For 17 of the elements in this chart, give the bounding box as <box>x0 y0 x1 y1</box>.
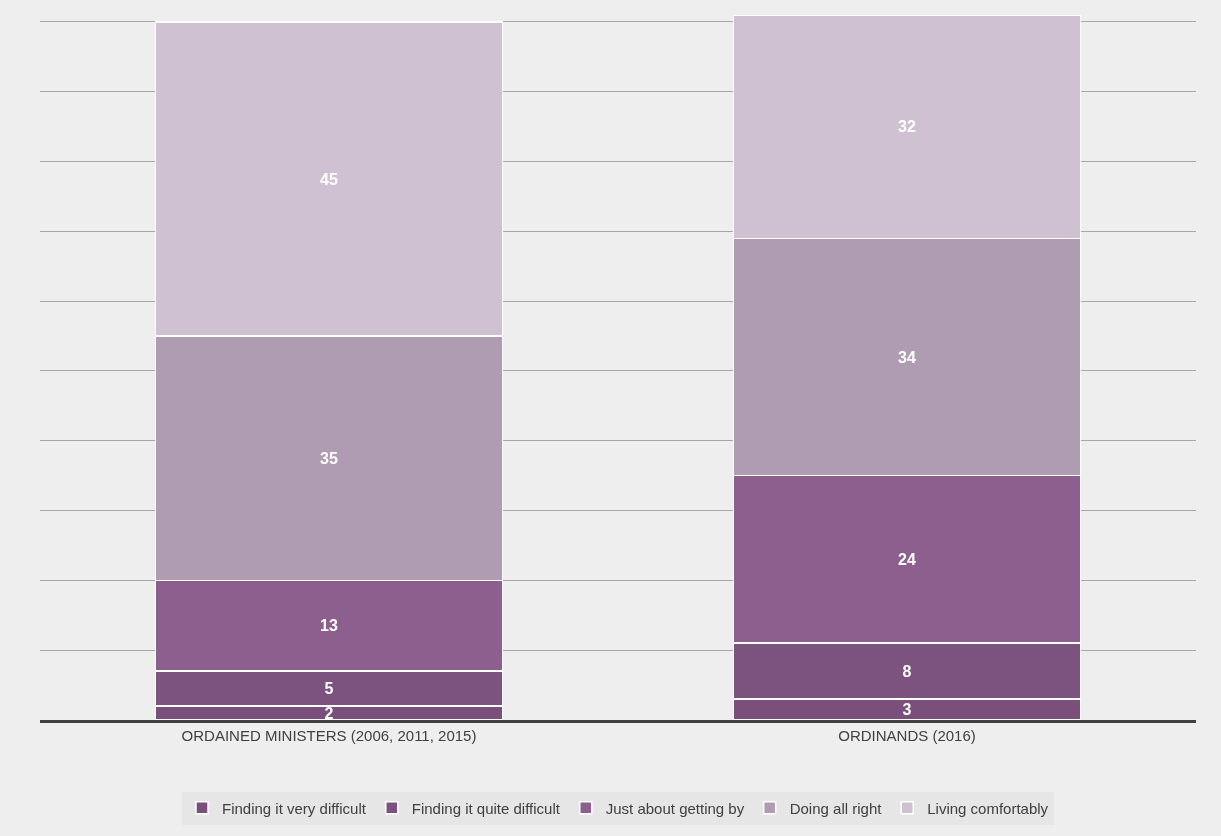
x-tick-label: ORDAINED MINISTERS (2006, 2011, 2015) <box>181 727 477 744</box>
data-label: 8 <box>902 662 912 680</box>
legend-label: Finding it quite difficult <box>411 799 561 817</box>
data-label: 13 <box>320 617 338 635</box>
x-tick-label: ORDINANDS (2016) <box>838 727 976 744</box>
data-label: 35 <box>320 449 338 467</box>
legend-label: Finding it very difficult <box>222 799 367 817</box>
legend-label: Doing all right <box>789 799 883 817</box>
data-label: 5 <box>324 680 334 698</box>
data-label: 45 <box>320 170 338 188</box>
data-label: 32 <box>898 118 916 136</box>
legend-label: Just about getting by <box>605 799 745 817</box>
data-label: 3 <box>902 701 912 719</box>
legend-label: Living comfortably <box>927 799 1049 817</box>
data-label: 24 <box>898 550 916 568</box>
data-label: 34 <box>898 348 916 366</box>
data-label: 2 <box>324 704 334 722</box>
